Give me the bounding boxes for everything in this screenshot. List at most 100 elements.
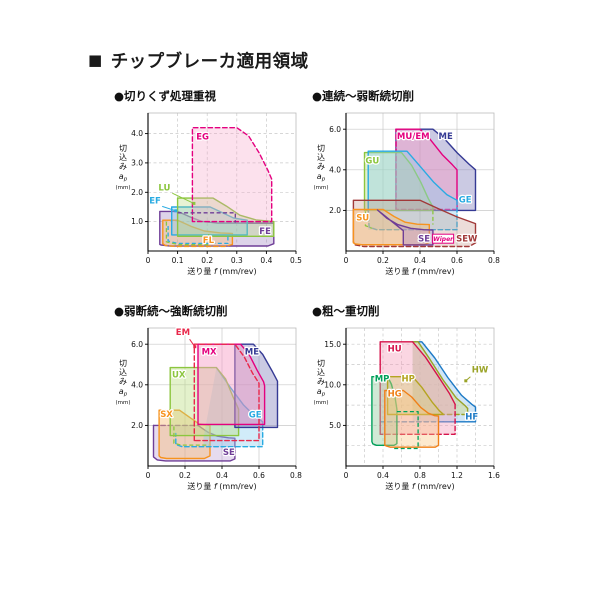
y-tick-label: 2.0 bbox=[329, 206, 341, 215]
y-tick-label: 2.0 bbox=[131, 188, 143, 197]
region-border-HP bbox=[386, 376, 444, 416]
region-border-GU bbox=[363, 151, 434, 212]
dashed-line bbox=[364, 211, 373, 229]
x-tick-label: 0.2 bbox=[377, 256, 389, 265]
region-fill-FE bbox=[159, 211, 274, 246]
chart-interrupted-cutting: 0 0.2 0.4 0.6 0.8 2.0 4.0 6.0 送り量 f (mm/rev) 切込みa… bbox=[115, 327, 302, 491]
y-tick-label: 1.0 bbox=[131, 217, 143, 226]
region-border-EM bbox=[193, 343, 260, 442]
region-label-HW: HW bbox=[472, 366, 489, 376]
region-fill-GE bbox=[368, 151, 457, 230]
y-axis-label-char: 切 bbox=[317, 144, 325, 153]
x-tick-label: 0 bbox=[146, 471, 151, 480]
x-tick-label: 0.1 bbox=[172, 256, 184, 265]
x-tick-label: 0 bbox=[146, 256, 151, 265]
region-border-SEW bbox=[352, 241, 477, 248]
region-border-MU-EM bbox=[395, 128, 458, 211]
region-label-HP: HP bbox=[402, 375, 415, 385]
chart-subtitle: ●連続〜弱断続切削 bbox=[312, 89, 415, 103]
region-label-SEW: SEW bbox=[456, 235, 478, 245]
region-label-GE: GE bbox=[459, 195, 472, 205]
y-axis-label-unit: (mm) bbox=[115, 400, 130, 406]
title-square-icon: ■ bbox=[88, 51, 103, 69]
region-fill-ME bbox=[234, 344, 278, 428]
chart-block-interrupted: ●弱断続〜強断続切削 0 0.2 0.4 0.6 0.8 2.0 4.0 6.0 送り量 f (… bbox=[110, 303, 308, 494]
region-border-HU bbox=[379, 341, 456, 435]
chart-heavy-cutting: 0 0.4 0.8 1.2 1.6 5.0 10.0 15.0 送り量 f (mm/rev) 切込… bbox=[313, 327, 500, 491]
y-axis-label-char: み bbox=[119, 162, 127, 171]
region-fill-EG bbox=[192, 127, 272, 222]
x-axis-label: 送り量 f (mm/rev) bbox=[385, 266, 454, 276]
region-label-ME: ME bbox=[439, 132, 453, 142]
region-fill-FL bbox=[162, 220, 233, 247]
chart-block-chip-control: ●切りくず処理重視 0 0.1 0.2 0.3 0.4 0.5 1.0 2.0 3.0 4.0 送り… bbox=[110, 88, 308, 279]
leader-dot bbox=[192, 201, 196, 205]
x-tick-label: 0.3 bbox=[231, 256, 243, 265]
region-border-UX bbox=[169, 366, 240, 437]
x-tick-label: 1.2 bbox=[451, 471, 463, 480]
chart-block-continuous: ●連続〜弱断続切削 0 0.2 0.4 0.6 0.8 2.0 4.0 6.0 送り量 f (m… bbox=[308, 88, 506, 279]
y-axis-label-unit: (mm) bbox=[115, 185, 130, 191]
region-fill-HP bbox=[387, 376, 444, 415]
x-axis-label: 送り量 f (mm/rev) bbox=[187, 266, 256, 276]
region-border-HU bbox=[379, 403, 456, 435]
x-tick-label: 0.5 bbox=[290, 256, 302, 265]
x-axis-label: 送り量 f (mm/rev) bbox=[187, 481, 256, 491]
region-fill-SU bbox=[353, 209, 430, 245]
y-axis-label-char: 切 bbox=[119, 359, 127, 368]
region-fill-ME bbox=[396, 129, 476, 211]
region-label-MU/EM: MU/EM bbox=[397, 132, 430, 142]
region-label-GU: GU bbox=[365, 157, 379, 167]
region-border-LU bbox=[176, 197, 275, 237]
region-label-FL: FL bbox=[203, 236, 215, 246]
y-tick-label: 2.0 bbox=[131, 421, 143, 430]
page-title: ■ チップブレーカ適用領域 bbox=[88, 48, 309, 73]
dashed-line bbox=[392, 410, 419, 450]
y-axis-label-unit: (mm) bbox=[313, 185, 328, 191]
region-label-EM: EM bbox=[176, 328, 190, 338]
y-tick-label: 15.0 bbox=[324, 340, 341, 349]
region-fill-UX bbox=[170, 367, 239, 436]
dashed-line bbox=[173, 426, 209, 446]
chart-subtitle: ●粗〜重切削 bbox=[312, 304, 380, 318]
chart-continuous-cutting: 0 0.2 0.4 0.6 0.8 2.0 4.0 6.0 送り量 f (mm/rev) 切込みa… bbox=[313, 112, 500, 276]
y-tick-label: 4.0 bbox=[329, 165, 341, 174]
region-border-SE bbox=[376, 209, 434, 246]
y-tick-label: 6.0 bbox=[131, 340, 143, 349]
region-border-GE bbox=[367, 150, 458, 212]
y-axis-label-var: ap bbox=[119, 387, 128, 398]
region-border-SE bbox=[152, 424, 236, 462]
region-label-LU: LU bbox=[158, 184, 170, 194]
region-border-HF bbox=[411, 341, 477, 423]
region-label-SE: SE bbox=[223, 448, 235, 458]
dashed-line bbox=[165, 221, 210, 246]
x-tick-label: 0.8 bbox=[290, 471, 302, 480]
x-tick-label: 0.4 bbox=[414, 256, 426, 265]
region-border-SEW bbox=[352, 199, 477, 244]
region-label-SE: SE bbox=[418, 235, 430, 245]
chart-chip-control: 0 0.1 0.2 0.3 0.4 0.5 1.0 2.0 3.0 4.0 送り量 f (mm/re… bbox=[115, 112, 302, 276]
region-border-HW bbox=[411, 341, 469, 410]
chart-subtitle: ●切りくず処理重視 bbox=[114, 89, 217, 103]
y-axis-label-unit: (mm) bbox=[313, 400, 328, 406]
region-border-MP bbox=[371, 376, 398, 446]
y-axis-label-var: ap bbox=[317, 172, 326, 183]
region-fill-SX bbox=[159, 410, 210, 459]
leader-dot bbox=[464, 379, 468, 383]
x-tick-label: 0.8 bbox=[414, 471, 426, 480]
x-tick-label: 0.2 bbox=[201, 256, 213, 265]
region-fill-LU bbox=[177, 198, 274, 237]
charts-grid: ●切りくず処理重視 0 0.1 0.2 0.3 0.4 0.5 1.0 2.0 3.0 4.0 送り… bbox=[110, 88, 506, 494]
y-tick-label: 4.0 bbox=[131, 380, 143, 389]
region-label-MP: MP bbox=[375, 375, 390, 385]
y-axis-label-char: 込 bbox=[119, 153, 127, 162]
y-axis-label-char: み bbox=[317, 162, 325, 171]
region-label-EF: EF bbox=[149, 196, 161, 206]
region-fill-GU bbox=[364, 152, 433, 211]
x-tick-label: 1.6 bbox=[488, 471, 500, 480]
region-label-GE: GE bbox=[249, 410, 262, 420]
y-axis-label-char: 切 bbox=[317, 359, 325, 368]
wiper-badge-label: Wiper bbox=[433, 236, 454, 243]
region-label-MX: MX bbox=[202, 347, 217, 357]
